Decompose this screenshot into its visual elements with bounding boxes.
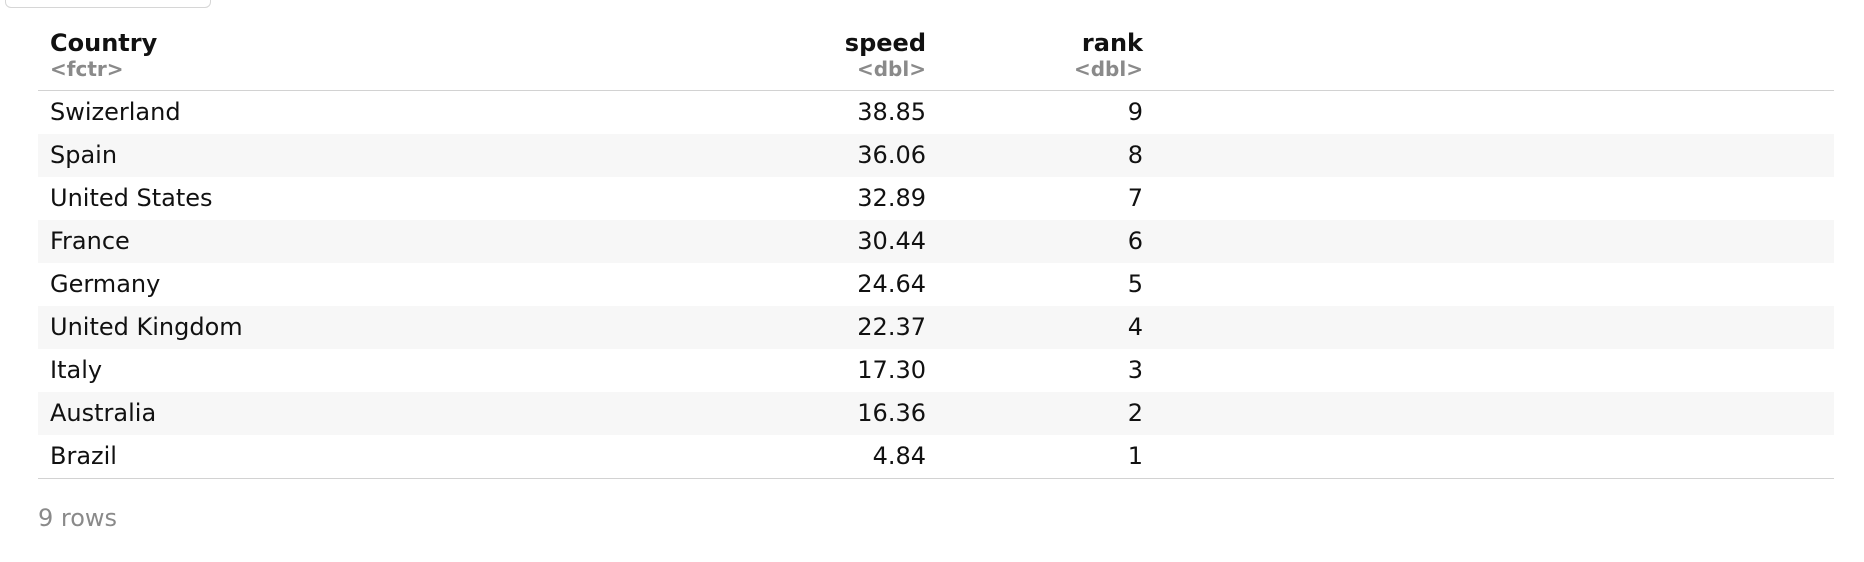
column-header-rank[interactable]: rank <dbl>: [926, 28, 1143, 91]
cell-filler: [1143, 392, 1834, 435]
table-row: Italy 17.30 3: [38, 349, 1834, 392]
cell-filler: [1143, 220, 1834, 263]
cell-rank: 4: [926, 306, 1143, 349]
data-frame-table: Country <fctr> speed <dbl> rank <dbl> Sw…: [38, 28, 1834, 479]
cell-speed: 32.89: [857, 184, 926, 212]
cell-speed: 17.30: [857, 356, 926, 384]
table-row: United Kingdom 22.37 4: [38, 306, 1834, 349]
cell-rank: 2: [926, 392, 1143, 435]
table-row: United States 32.89 7: [38, 177, 1834, 220]
cell-filler: [1143, 435, 1834, 479]
column-type: <dbl>: [1073, 57, 1143, 81]
column-header-filler: [1143, 28, 1834, 91]
cell-rank: 5: [1127, 270, 1143, 298]
header-row: Country <fctr> speed <dbl> rank <dbl>: [38, 28, 1834, 91]
table-row: France 30.44 6: [38, 220, 1834, 263]
cell-rank: 9: [1127, 98, 1143, 126]
table-row: Australia 16.36 2: [38, 392, 1834, 435]
cell-filler: [1143, 263, 1834, 306]
cell-filler: [1143, 91, 1834, 135]
column-name: rank: [1081, 29, 1143, 57]
cell-country: Brazil: [38, 435, 838, 479]
cell-speed: 36.06: [838, 134, 926, 177]
cell-rank: 8: [926, 134, 1143, 177]
viewer-tab[interactable]: [5, 0, 211, 8]
cell-rank: 7: [1127, 184, 1143, 212]
column-header-speed[interactable]: speed <dbl>: [838, 28, 926, 91]
cell-rank: 3: [1127, 356, 1143, 384]
cell-speed: 30.44: [838, 220, 926, 263]
column-type: <dbl>: [856, 57, 926, 81]
cell-rank: 1: [926, 435, 1143, 479]
cell-speed: 22.37: [838, 306, 926, 349]
table-row: Spain 36.06 8: [38, 134, 1834, 177]
cell-country: Swizerland: [50, 98, 181, 126]
cell-country: United Kingdom: [38, 306, 838, 349]
cell-filler: [1143, 349, 1834, 392]
table-row: Swizerland 38.85 9: [38, 91, 1834, 135]
cell-speed: 16.36: [838, 392, 926, 435]
data-table: Country <fctr> speed <dbl> rank <dbl> Sw…: [38, 28, 1834, 479]
cell-country: Australia: [38, 392, 838, 435]
cell-speed: 4.84: [838, 435, 926, 479]
cell-country: Italy: [50, 356, 103, 384]
cell-filler: [1143, 177, 1834, 220]
row-count-footer: 9 rows: [38, 504, 118, 532]
cell-country: Germany: [50, 270, 161, 298]
cell-speed: 38.85: [857, 98, 926, 126]
cell-filler: [1143, 134, 1834, 177]
column-type: <fctr>: [50, 57, 124, 81]
cell-country: Spain: [38, 134, 838, 177]
cell-filler: [1143, 306, 1834, 349]
table-row: Brazil 4.84 1: [38, 435, 1834, 479]
table-row: Germany 24.64 5: [38, 263, 1834, 306]
column-name: Country: [50, 29, 158, 57]
cell-country: France: [38, 220, 838, 263]
cell-country: United States: [50, 184, 213, 212]
column-header-country[interactable]: Country <fctr>: [38, 28, 838, 91]
column-name: speed: [844, 29, 926, 57]
cell-rank: 6: [926, 220, 1143, 263]
cell-speed: 24.64: [857, 270, 926, 298]
